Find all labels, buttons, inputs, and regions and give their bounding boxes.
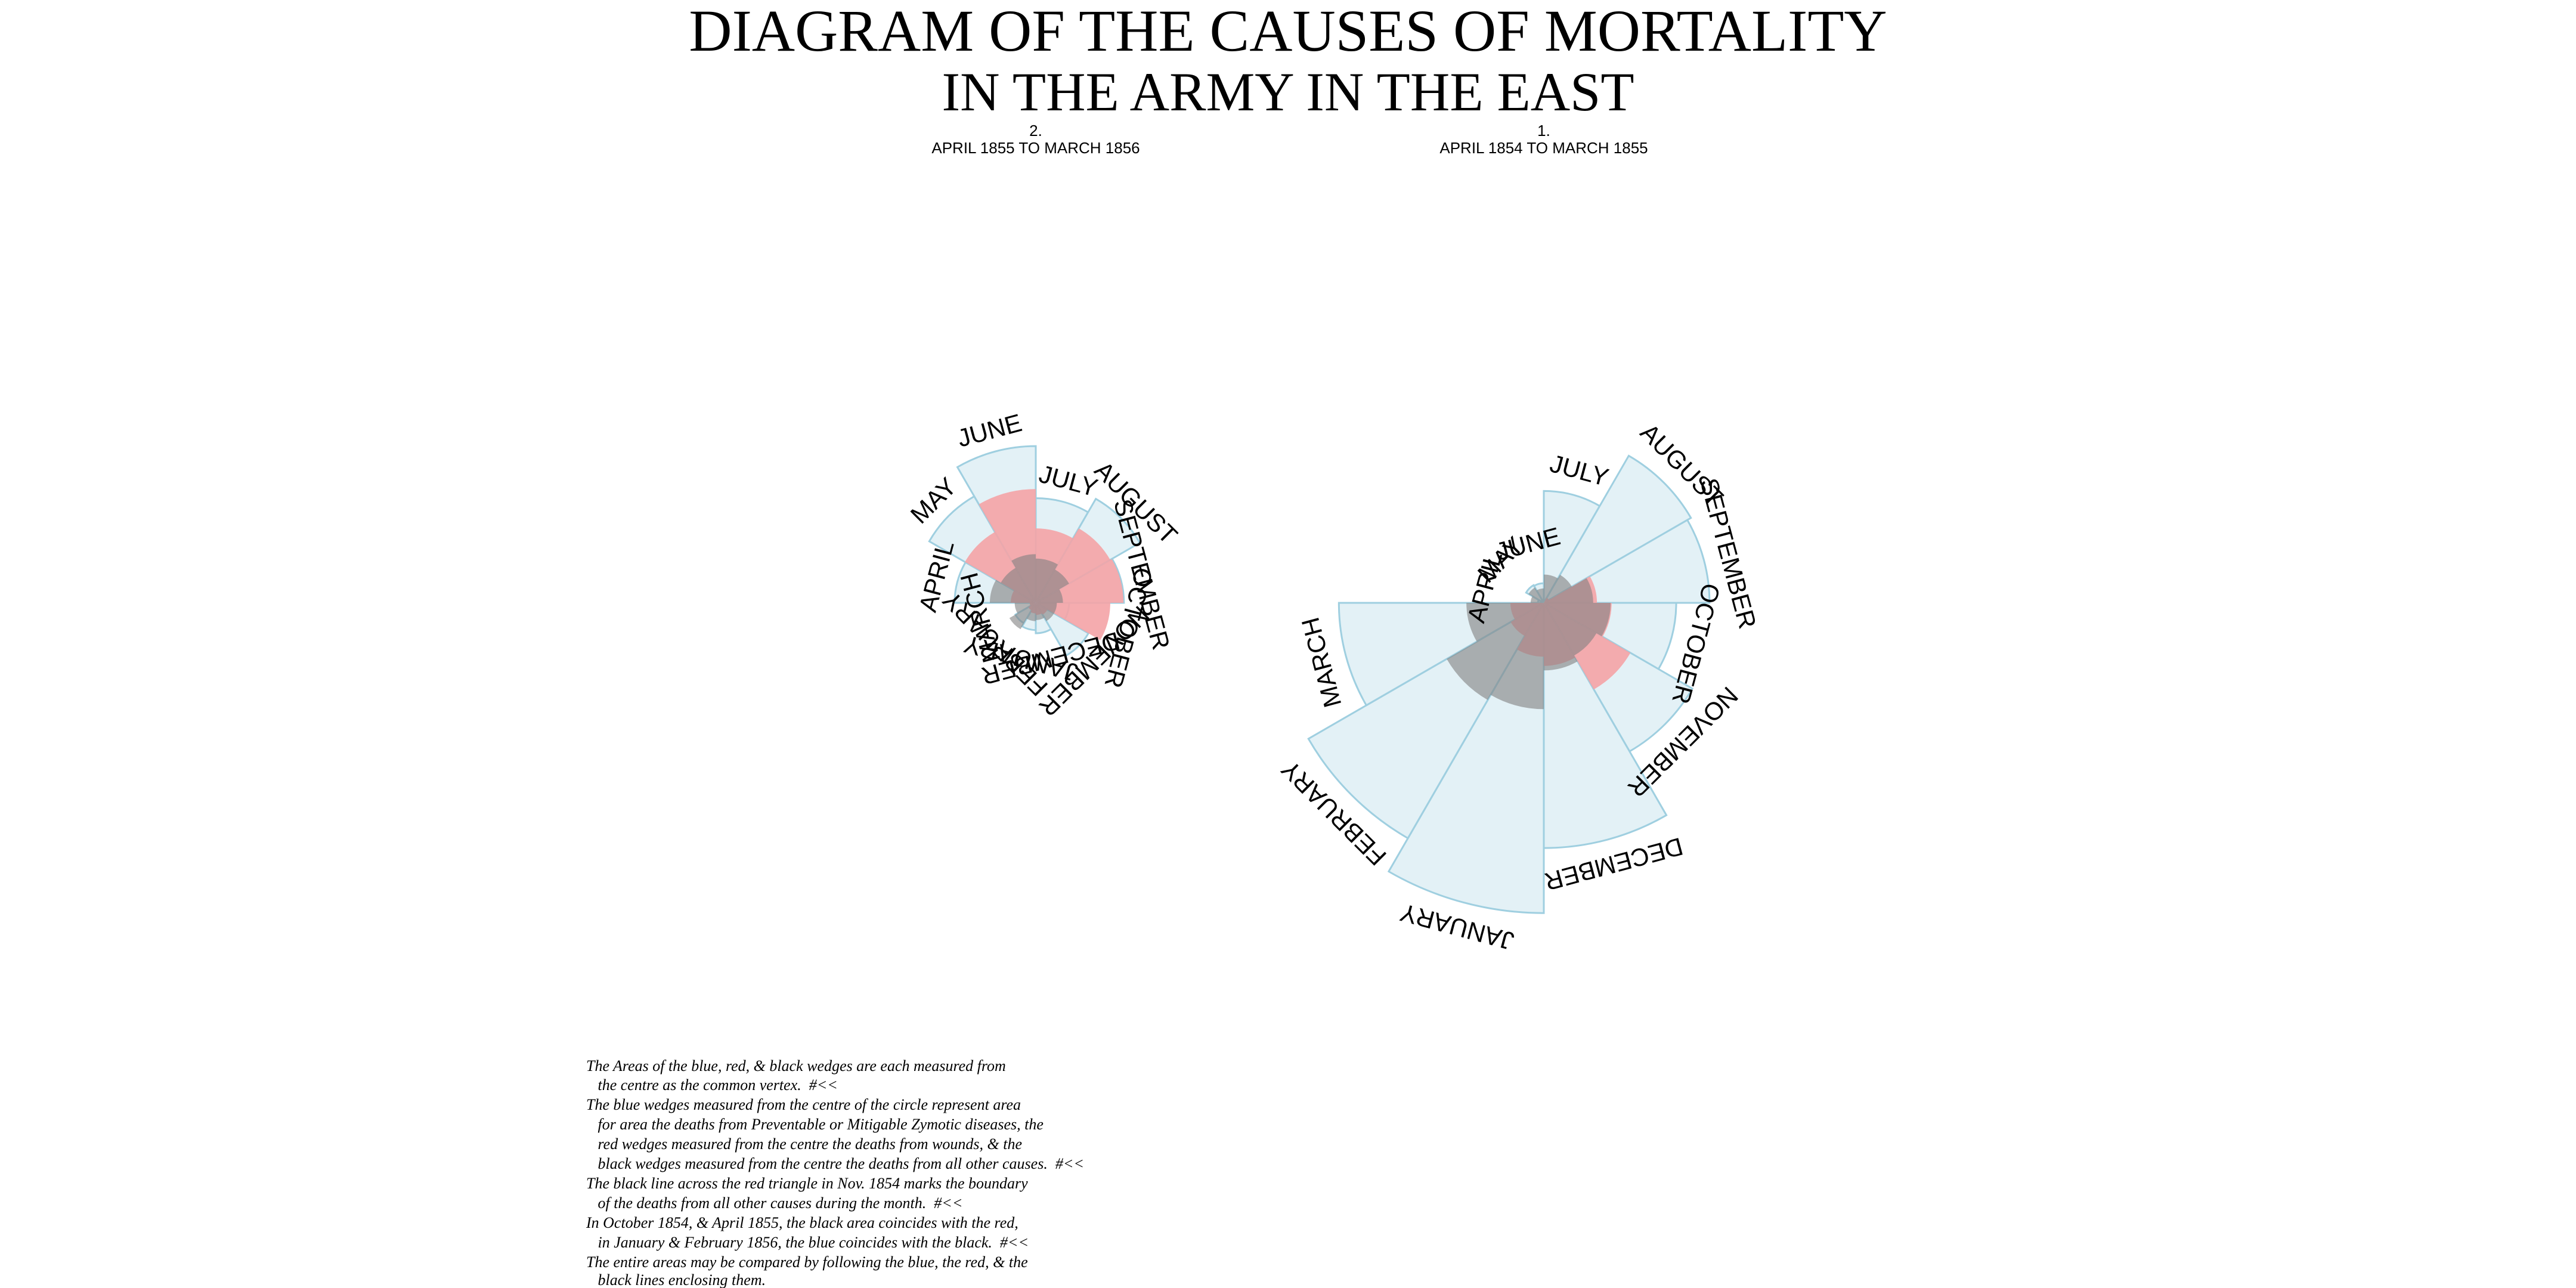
note-line: The black line across the red triangle i…: [586, 1175, 1028, 1192]
wedge-other-april: [1530, 596, 1544, 603]
note-line: the centre as the common vertex. #<<: [586, 1076, 838, 1094]
note-line: black wedges measured from the centre th…: [586, 1155, 1084, 1172]
wedge-other-march: [1014, 603, 1036, 614]
note-line: for area the deaths from Preventable or …: [586, 1116, 1044, 1133]
explanatory-notes: The Areas of the blue, red, & black wedg…: [586, 1057, 1084, 1288]
wedge-other-february: [1009, 603, 1036, 630]
wedge-other-november: [1036, 603, 1054, 621]
chart-title-line-2: IN THE ARMY IN THE EAST: [942, 61, 1634, 122]
wedge-other-august: [1544, 575, 1572, 603]
note-line: In October 1854, & April 1855, the black…: [586, 1214, 1018, 1231]
panel-1-number: 1.: [1537, 122, 1550, 140]
wedge-other-october: [1544, 603, 1611, 636]
wedge-other-december: [1036, 603, 1045, 620]
wedge-zymotic-july: [1543, 490, 1601, 606]
note-line: of the deaths from all other causes duri…: [586, 1194, 962, 1212]
wedge-other-february: [1447, 603, 1544, 700]
wedge-other-june: [1011, 554, 1036, 603]
panel-1-period: APRIL 1854 TO MARCH 1855: [1439, 139, 1648, 157]
panel-2-period: APRIL 1855 TO MARCH 1856: [931, 139, 1140, 157]
wedge-other-january: [1490, 603, 1544, 710]
wedge-other-june: [1536, 588, 1544, 603]
note-line: The Areas of the blue, red, & black wedg…: [586, 1057, 1006, 1075]
wedge-other-april: [989, 580, 1036, 603]
wedge-other-may: [1528, 587, 1544, 603]
wedge-zymotic-august: [1541, 454, 1692, 606]
note-line: red wedges measured from the centre the …: [586, 1135, 1022, 1153]
wedge-other-november: [1544, 603, 1597, 656]
note-line: in January & February 1856, the blue coi…: [586, 1234, 1029, 1251]
panel-2-number: 2.: [1029, 122, 1042, 140]
wedge-other-march: [1466, 603, 1544, 642]
wedge-zymotic-december: [1543, 599, 1668, 849]
note-line: black lines enclosing them.: [586, 1271, 766, 1288]
wedge-other-august: [1036, 569, 1069, 603]
wedge-other-july: [1036, 558, 1058, 603]
wedge-other-december: [1544, 603, 1578, 671]
wedge-other-september: [1036, 589, 1063, 603]
note-line: The entire areas may be compared by foll…: [586, 1253, 1028, 1271]
wedge-other-may: [1001, 568, 1036, 603]
note-line: The blue wedges measured from the centre…: [586, 1096, 1021, 1113]
wedge-other-january: [1026, 603, 1036, 621]
chart-title-line-1: DIAGRAM OF THE CAUSES OF MORTALITY: [689, 0, 1887, 64]
wedge-other-october: [1036, 603, 1057, 614]
wedge-other-september: [1544, 578, 1593, 603]
wedge-other-july: [1544, 574, 1558, 603]
